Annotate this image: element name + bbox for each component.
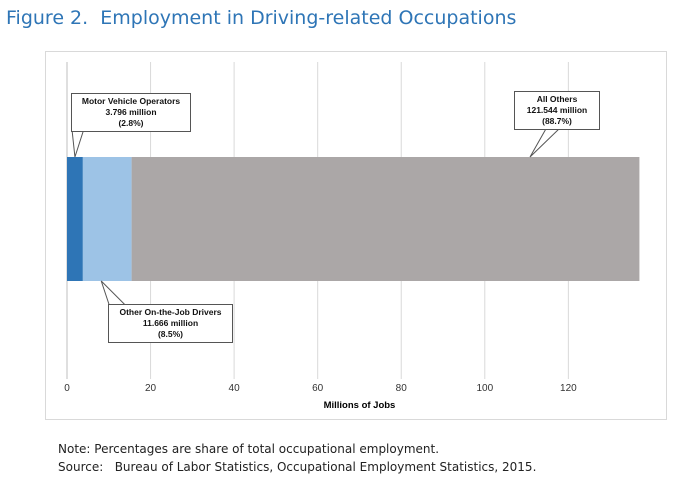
x-tick-label: 80 [396, 383, 408, 394]
figure-notes: Note: Percentages are share of total occ… [58, 440, 536, 476]
x-tick-label: 120 [560, 383, 577, 394]
callout-motor-vehicle-operators: Motor Vehicle Operators 3.796 million (2… [71, 93, 191, 132]
bar-segment [82, 157, 132, 281]
figure-title: Figure 2. Employment in Driving-related … [6, 7, 517, 29]
x-tick-label: 100 [476, 383, 493, 394]
bar-segment [131, 157, 640, 281]
x-axis-title: Millions of Jobs [324, 400, 396, 411]
source-text: Source: Bureau of Labor Statistics, Occu… [58, 460, 537, 474]
callout-value: 11.666 million [142, 318, 199, 328]
x-axis-ticks: 0 20 40 60 80 100 120 [64, 383, 577, 394]
stacked-bar [67, 157, 640, 281]
x-tick-label: 60 [312, 383, 324, 394]
callout-pointer [100, 280, 127, 306]
callout-label: All Others [536, 94, 578, 104]
x-tick-label: 20 [145, 383, 157, 394]
callout-pointer [71, 128, 85, 158]
callout-share: (88.7%) [542, 116, 572, 126]
note-text: Note: Percentages are share of total occ… [58, 442, 440, 456]
callout-share: (2.8%) [118, 118, 144, 128]
callout-label: Other On-the-Job Drivers [119, 307, 222, 317]
callout-all-others: All Others 121.544 million (88.7%) [514, 91, 600, 130]
x-tick-label: 0 [64, 383, 70, 394]
callout-pointer [529, 126, 563, 158]
bar-segment [67, 157, 83, 281]
callout-other-on-the-job-drivers: Other On-the-Job Drivers 11.666 million … [108, 304, 233, 343]
callout-value: 3.796 million [105, 107, 157, 117]
callout-value: 121.544 million [526, 105, 588, 115]
callout-label: Motor Vehicle Operators [81, 96, 181, 106]
chart-frame [45, 51, 667, 420]
callout-share: (8.5%) [157, 329, 184, 339]
x-tick-label: 40 [229, 383, 241, 394]
callout-pointers [71, 126, 563, 306]
